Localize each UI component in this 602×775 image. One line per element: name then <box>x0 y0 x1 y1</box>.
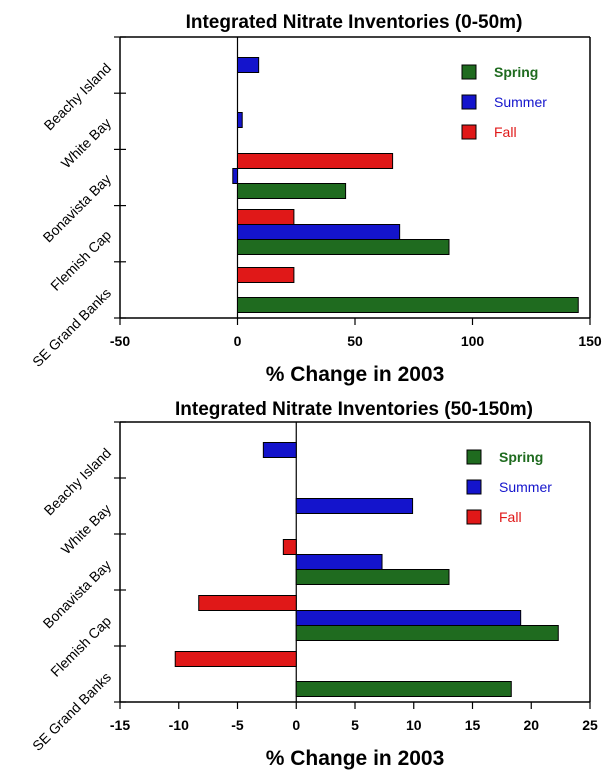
x-tick-label: -5 <box>231 717 244 733</box>
legend-label: Fall <box>499 509 522 525</box>
category-label: White Bay <box>58 501 114 557</box>
bar-summer <box>237 57 260 73</box>
bar-fall <box>198 595 297 611</box>
category-label: SE Grand Banks <box>29 669 114 754</box>
bar-summer <box>232 168 239 184</box>
chart-2: Integrated Nitrate Inventories (50-150m)… <box>29 399 598 770</box>
chart-1: Integrated Nitrate Inventories (0-50m) -5… <box>29 12 602 386</box>
legend-swatch <box>466 509 482 525</box>
legend-swatch <box>466 449 482 465</box>
legend-swatch <box>461 124 477 140</box>
legend-swatch <box>461 94 477 110</box>
x-tick-label: -10 <box>169 717 189 733</box>
x-tick-label: 25 <box>582 717 598 733</box>
x-tick-label: 10 <box>406 717 422 733</box>
legend-label: Summer <box>499 479 552 495</box>
category-label: SE Grand Banks <box>29 285 114 370</box>
bar-spring <box>295 625 559 641</box>
bar-spring <box>237 297 579 313</box>
bar-fall <box>282 539 297 555</box>
bar-summer <box>295 610 522 626</box>
x-tick-label: 5 <box>351 717 359 733</box>
x-tick-label: 20 <box>523 717 539 733</box>
bar-summer <box>237 224 401 240</box>
x-tick-label: 150 <box>578 333 602 349</box>
chart-title: Integrated Nitrate Inventories (0-50m) <box>186 12 523 33</box>
x-tick-label: 15 <box>465 717 481 733</box>
legend-swatch <box>466 479 482 495</box>
bar-summer <box>295 498 414 514</box>
category-label: White Bay <box>58 115 114 171</box>
x-tick-label: -15 <box>110 717 130 733</box>
x-tick-label: 100 <box>461 333 485 349</box>
legend-label: Spring <box>499 449 543 465</box>
bar-spring <box>237 239 450 255</box>
chart-title: Integrated Nitrate Inventories (50-150m) <box>175 399 533 420</box>
legend-label: Spring <box>494 64 538 80</box>
bar-spring <box>295 569 450 585</box>
x-tick-label: 0 <box>234 333 242 349</box>
x-axis-label: % Change in 2003 <box>266 363 445 386</box>
x-tick-label: -50 <box>110 333 130 349</box>
x-tick-label: 50 <box>347 333 363 349</box>
legend-label: Fall <box>494 124 517 140</box>
bar-summer <box>262 442 297 458</box>
bar-fall <box>237 209 295 225</box>
bar-summer <box>295 554 383 570</box>
bar-fall <box>237 153 394 169</box>
x-tick-label: 0 <box>292 717 300 733</box>
bar-summer <box>237 112 243 128</box>
bar-fall <box>237 267 295 283</box>
bar-spring <box>237 183 347 199</box>
x-axis-label: % Change in 2003 <box>266 747 445 770</box>
legend-label: Summer <box>494 94 547 110</box>
legend-swatch <box>461 64 477 80</box>
bar-fall <box>174 651 297 667</box>
bar-spring <box>295 681 512 697</box>
